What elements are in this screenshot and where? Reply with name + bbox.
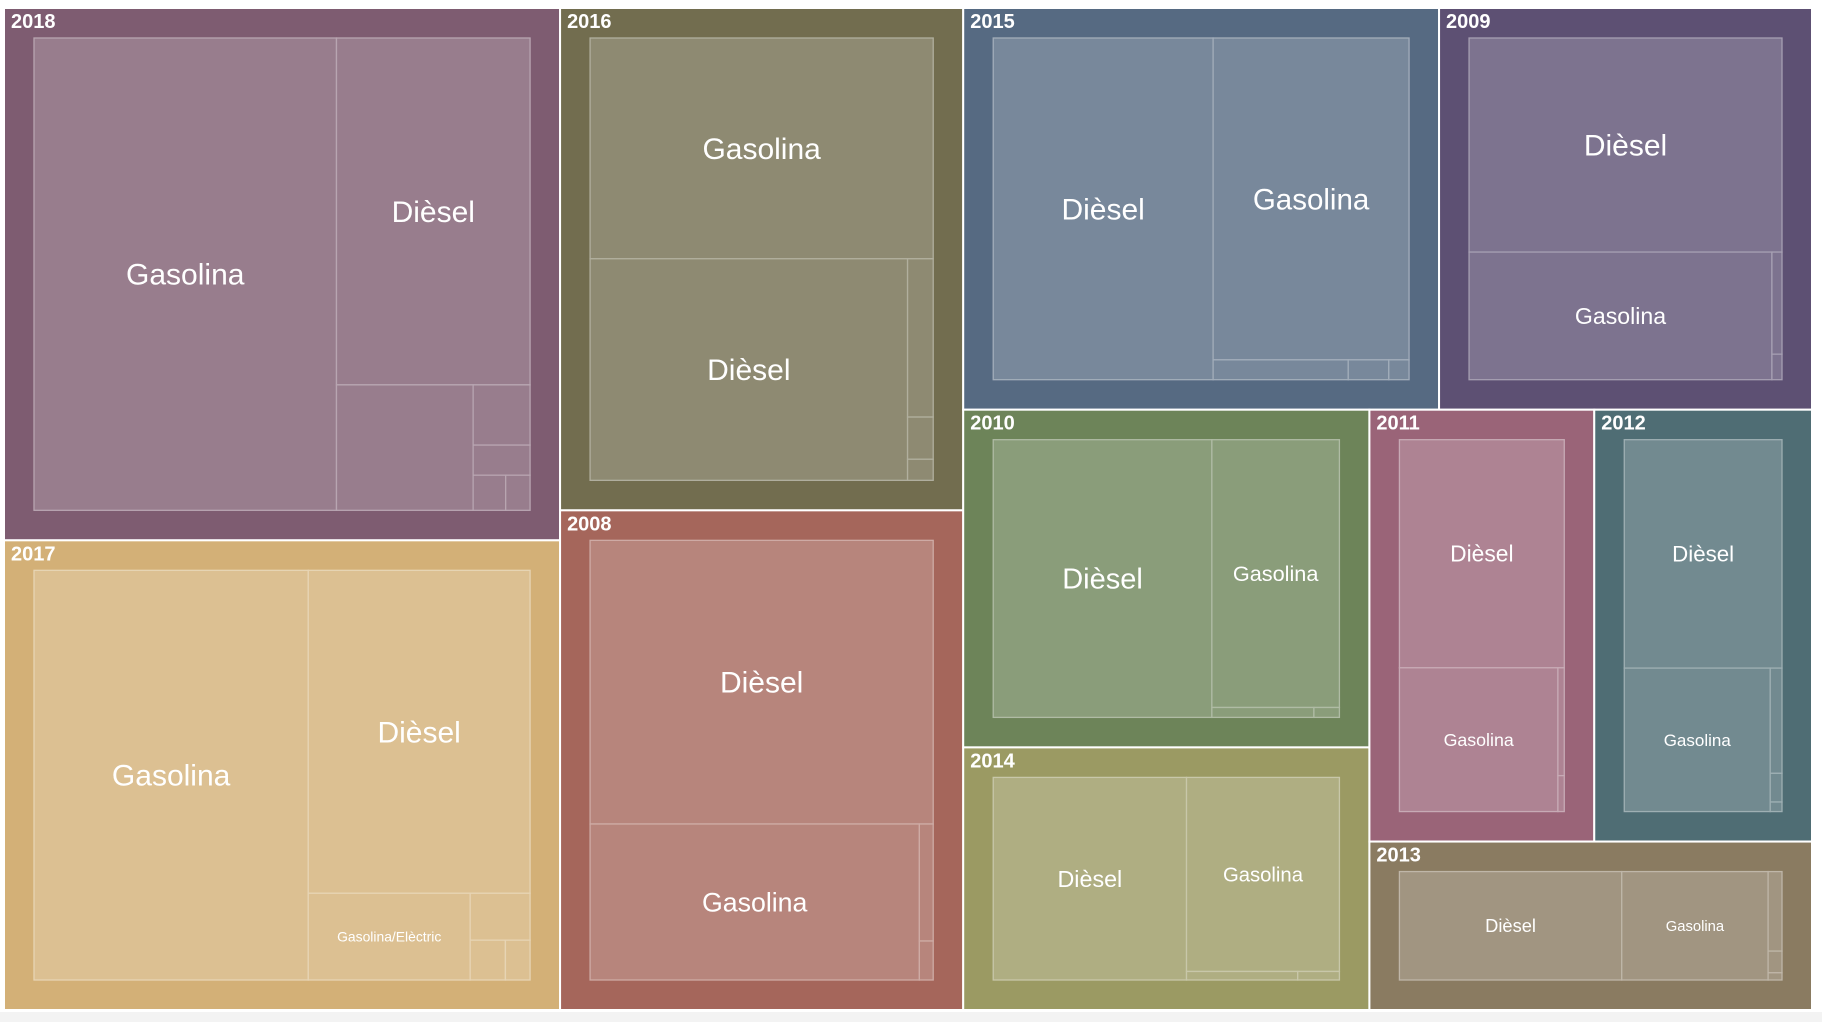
- leaf-label: Gasolina: [1575, 303, 1666, 329]
- group-label: 2013: [1376, 845, 1421, 867]
- leaf-rect[interactable]: [1769, 772, 1783, 803]
- leaf-rect[interactable]: [1211, 706, 1315, 719]
- leaf-label: Dièsel: [1584, 130, 1667, 163]
- leaf-rect[interactable]: [307, 569, 531, 894]
- leaf-rect[interactable]: [1623, 667, 1771, 813]
- leaf-rect[interactable]: [589, 823, 920, 981]
- leaf-rect[interactable]: [918, 823, 934, 942]
- leaf-label: Gasolina: [126, 259, 245, 292]
- group-label: 2014: [970, 750, 1015, 772]
- group-2009[interactable]: 2009 Dièsel Gasolina: [1438, 7, 1814, 411]
- leaf-rect[interactable]: [33, 37, 338, 511]
- group-2013[interactable]: 2013 Dièsel Gasolina: [1368, 840, 1813, 1012]
- leaf-rect[interactable]: [1398, 439, 1565, 669]
- leaf-label: Dièsel: [1061, 193, 1144, 226]
- leaf-rect[interactable]: [1468, 37, 1783, 253]
- group-label: 2017: [11, 543, 56, 565]
- leaf-rect[interactable]: [33, 569, 309, 981]
- leaf-rect[interactable]: [472, 444, 531, 476]
- group-label: 2010: [970, 413, 1015, 435]
- leaf-rect[interactable]: [1769, 801, 1783, 813]
- leaf-label: Gasolina: [1253, 183, 1370, 216]
- leaf-rect[interactable]: [1767, 870, 1783, 952]
- leaf-label: Dièsel: [720, 667, 803, 700]
- leaf-label: Dièsel: [1485, 915, 1536, 936]
- leaf-rect[interactable]: [504, 939, 531, 981]
- leaf-rect[interactable]: [1313, 706, 1341, 719]
- leaf-rect[interactable]: [992, 439, 1213, 719]
- leaf-label: Dièsel: [1450, 541, 1513, 567]
- leaf-rect[interactable]: [1211, 439, 1341, 709]
- leaf-label: Dièsel: [392, 196, 475, 229]
- leaf-rect[interactable]: [906, 258, 934, 418]
- leaf-rect[interactable]: [1557, 667, 1565, 777]
- leaf-rect[interactable]: [918, 940, 934, 981]
- leaf-label: Gasolina: [112, 760, 231, 793]
- leaf-rect[interactable]: [906, 458, 934, 481]
- leaf-rect[interactable]: [1347, 359, 1390, 381]
- group-label: 2015: [970, 11, 1015, 33]
- leaf-rect[interactable]: [1212, 37, 1410, 361]
- leaf-rect[interactable]: [906, 416, 934, 460]
- leaf-label: Gasolina/Elèctric: [337, 929, 441, 945]
- leaf-label: Gasolina: [1223, 865, 1304, 887]
- group-label: 2018: [11, 11, 56, 33]
- leaf-label: Gasolina: [702, 887, 807, 917]
- leaf-rect[interactable]: [335, 37, 531, 386]
- leaf-rect[interactable]: [469, 892, 531, 941]
- group-label: 2008: [567, 513, 612, 535]
- group-label: 2016: [567, 11, 612, 33]
- leaf-rect[interactable]: [1767, 972, 1783, 981]
- leaf-rect[interactable]: [307, 892, 471, 981]
- leaf-rect[interactable]: [589, 258, 909, 481]
- leaf-label: Dièsel: [707, 354, 790, 387]
- leaf-rect[interactable]: [1297, 970, 1341, 981]
- group-label: 2009: [1446, 11, 1491, 33]
- group-2015[interactable]: 2015 Dièsel Gasolina: [962, 7, 1441, 411]
- leaf-rect[interactable]: [1771, 353, 1783, 381]
- group-2010[interactable]: 2010 Dièsel Gasolina: [962, 408, 1371, 749]
- leaf-rect[interactable]: [1769, 667, 1783, 774]
- leaf-rect[interactable]: [1623, 439, 1783, 669]
- group-label: 2012: [1601, 413, 1646, 435]
- leaf-rect[interactable]: [1185, 970, 1299, 981]
- leaf-rect[interactable]: [1771, 251, 1783, 355]
- leaf-label: Gasolina: [702, 133, 821, 166]
- leaf-rect[interactable]: [469, 939, 507, 981]
- group-2016[interactable]: 2016 Gasolina Dièsel: [559, 7, 965, 512]
- group-2018[interactable]: 2018 Gasolina Dièsel: [3, 7, 562, 542]
- group-2011[interactable]: 2011 Dièsel Gasolina: [1368, 408, 1596, 843]
- leaf-label: Gasolina: [1444, 730, 1514, 750]
- leaf-rect[interactable]: [1767, 950, 1783, 974]
- leaf-label: Dièsel: [377, 716, 460, 749]
- leaf-label: Gasolina: [1666, 919, 1725, 935]
- group-2012[interactable]: 2012 Dièsel Gasolina: [1593, 408, 1814, 843]
- leaf-rect[interactable]: [1468, 251, 1773, 381]
- leaf-rect[interactable]: [992, 37, 1214, 381]
- leaf-rect[interactable]: [1212, 359, 1349, 381]
- leaf-label: Dièsel: [1062, 564, 1143, 596]
- leaf-rect[interactable]: [1388, 359, 1410, 381]
- leaf-label: Gasolina: [1233, 561, 1320, 586]
- leaf-rect[interactable]: [1398, 667, 1559, 813]
- leaf-rect[interactable]: [589, 539, 934, 825]
- leaf-label: Dièsel: [1057, 866, 1122, 892]
- leaf-label: Gasolina: [1664, 731, 1732, 750]
- leaf-rect[interactable]: [505, 474, 531, 511]
- leaf-rect[interactable]: [472, 384, 531, 446]
- leaf-rect[interactable]: [472, 474, 507, 511]
- group-2014[interactable]: 2014 Dièsel Gasolina: [962, 746, 1371, 1011]
- leaf-rect[interactable]: [335, 384, 474, 511]
- leaf-label: Dièsel: [1672, 542, 1734, 567]
- group-label: 2011: [1376, 413, 1419, 435]
- group-2017[interactable]: 2017 Gasolina Dièsel Gasolina/Elèctric: [3, 539, 562, 1011]
- leaf-rect[interactable]: [1621, 870, 1769, 981]
- footer-strip: [0, 1012, 1822, 1022]
- leaf-rect[interactable]: [1185, 776, 1341, 973]
- group-2008[interactable]: 2008 Dièsel Gasolina: [559, 509, 965, 1011]
- leaf-rect[interactable]: [1557, 774, 1565, 813]
